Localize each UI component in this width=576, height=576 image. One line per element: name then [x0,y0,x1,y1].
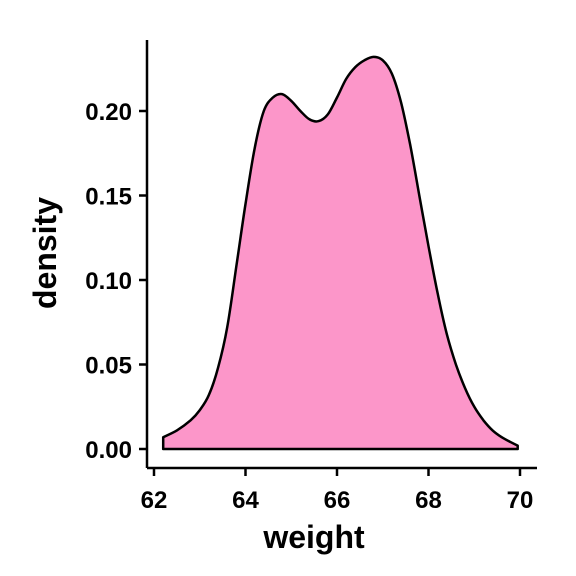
density-area-0 [161,55,519,451]
y-tick-label: 0.05 [85,353,132,380]
x-tick-label: 64 [232,487,259,514]
plot-area [161,55,519,451]
y-tick-label: 0.00 [85,437,132,464]
y-axis-title: density [27,197,63,309]
y-tick-label: 0.15 [85,184,132,211]
x-tick-label: 66 [324,487,351,514]
y-tick-label: 0.10 [85,268,132,295]
x-axis-title: weight [262,519,365,555]
x-tick-label: 68 [415,487,442,514]
x-tick-label: 70 [507,487,534,514]
x-tick-label: 62 [141,487,168,514]
y-tick-label: 0.20 [85,99,132,126]
x-axis-ticks: 62 64 66 68 70 [141,468,534,514]
y-axis-ticks: 0.00 0.05 0.10 0.15 0.20 [85,99,147,464]
